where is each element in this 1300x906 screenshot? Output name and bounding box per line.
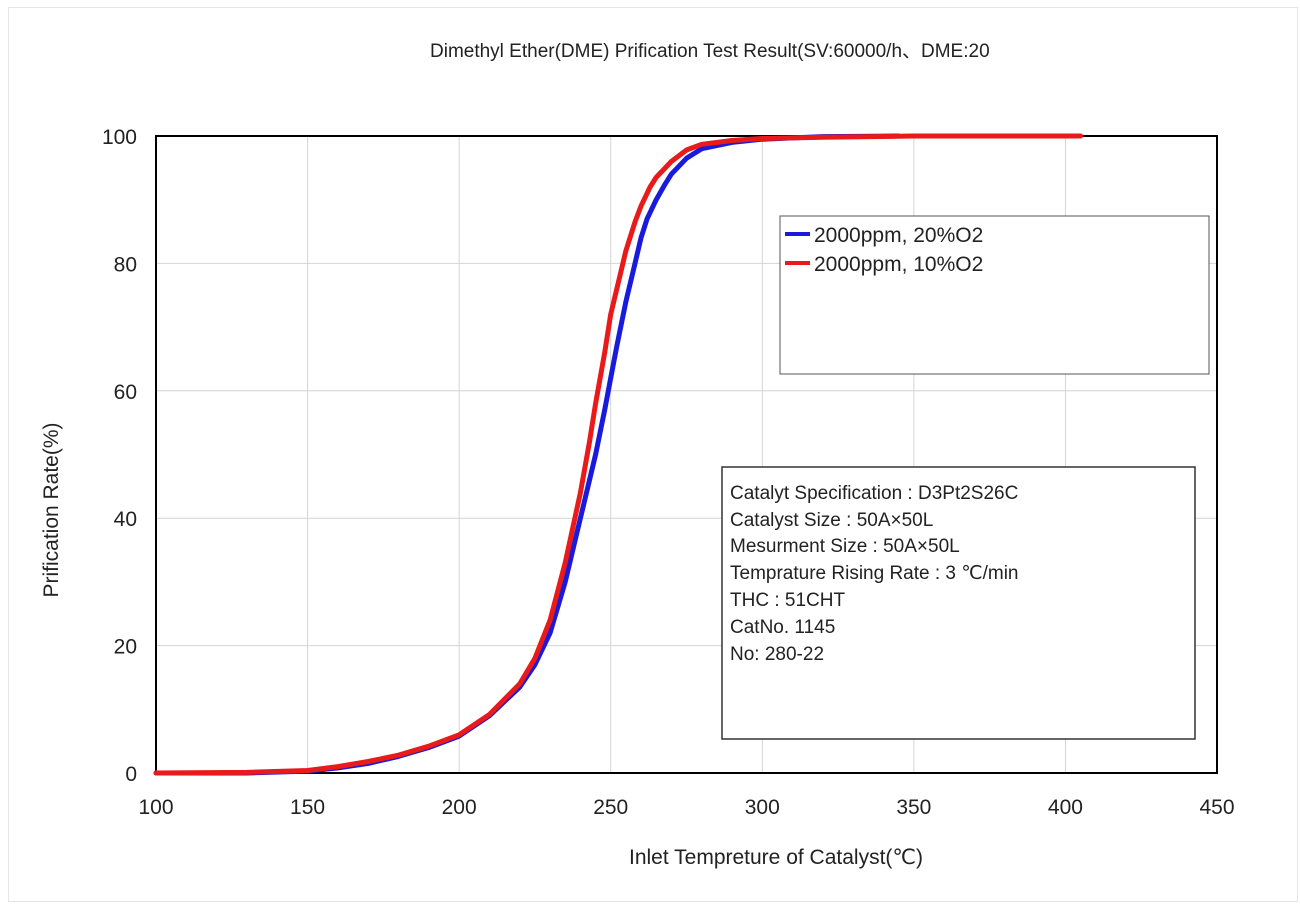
- y-tick-label: 20: [114, 636, 137, 659]
- legend-label: 2000ppm, 20%O2: [814, 224, 983, 247]
- annotation-box: Catalyt Specification : D3Pt2S26C Cataly…: [721, 466, 1196, 740]
- x-tick-label: 250: [593, 796, 628, 819]
- annotation-line: No: 280-22: [730, 644, 824, 665]
- y-tick-label: 60: [114, 381, 137, 404]
- x-axis-label: Inlet Tempreture of Catalyst(℃): [629, 846, 923, 869]
- annotation-line: Temprature Rising Rate : 3 ℃/min: [730, 563, 1019, 584]
- series-lines: [153, 133, 1084, 776]
- x-tick-label: 150: [290, 796, 325, 819]
- x-tick-label: 350: [896, 796, 931, 819]
- annotation-line: Mesurment Size : 50A×50L: [730, 536, 960, 557]
- chart-title: Dimethyl Ether(DME) Prification Test Res…: [430, 41, 990, 62]
- x-tick-labels: 100 150 200 250 300 350 400 450: [138, 796, 1234, 819]
- y-tick-label: 0: [125, 763, 137, 786]
- x-tick-label: 300: [745, 796, 780, 819]
- y-tick-label: 100: [102, 126, 137, 149]
- annotation-line: THC : 51CHT: [730, 590, 845, 611]
- y-tick-label: 40: [114, 508, 137, 531]
- annotation-line: Catalyt Specification : D3Pt2S26C: [730, 483, 1018, 504]
- x-tick-label: 400: [1048, 796, 1083, 819]
- annotation-line: CatNo. 1145: [730, 617, 835, 638]
- y-axis-label: Prification Rate(%): [40, 422, 63, 597]
- annotation-line: Catalyst Size : 50A×50L: [730, 510, 933, 531]
- x-tick-label: 450: [1199, 796, 1234, 819]
- y-tick-label: 80: [114, 253, 137, 276]
- series-line-1: [153, 133, 1084, 776]
- x-tick-label: 200: [442, 796, 477, 819]
- legend: 2000ppm, 20%O2 2000ppm, 10%O2: [779, 215, 1210, 375]
- x-tick-label: 100: [138, 796, 173, 819]
- y-tick-labels: 0 20 40 60 80 100: [102, 126, 137, 786]
- annotation-box-frame: [721, 466, 1196, 740]
- plot-area: [155, 135, 1218, 774]
- legend-box: [779, 215, 1210, 375]
- chart-frame: [8, 7, 1298, 902]
- legend-label: 2000ppm, 10%O2: [814, 253, 983, 276]
